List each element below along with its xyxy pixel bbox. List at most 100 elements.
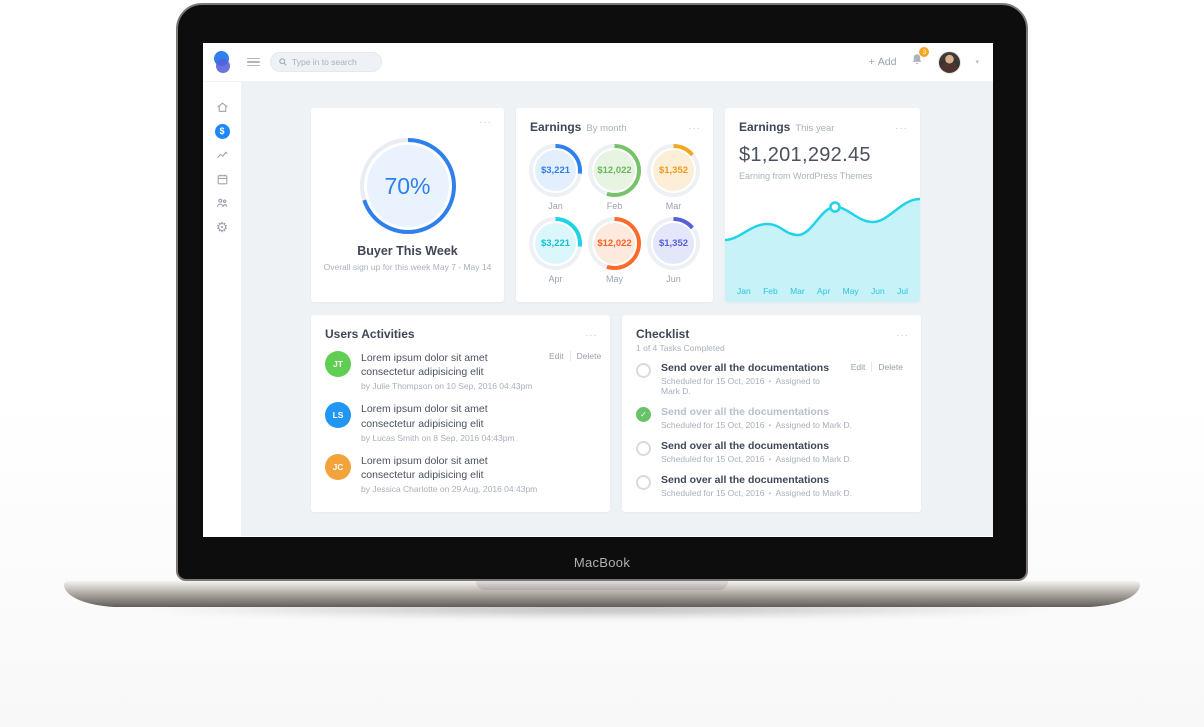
edit-button[interactable]: Edit [549,351,564,361]
card-menu-icon[interactable]: ··· [479,117,492,128]
donut-month-label: Feb [606,201,623,211]
card-menu-icon[interactable]: ··· [585,330,598,341]
axis-label: May [842,286,859,296]
logo-icon [213,50,231,74]
activity-item: JC Lorem ipsum dolor sit amet consectetu… [325,453,598,495]
donut-month-label: Jan [548,201,563,211]
edit-button[interactable]: Edit [850,362,866,372]
app-body: $ ⚙ [203,82,993,536]
donut-value: $12,022 [592,221,637,266]
add-button[interactable]: + Add [869,56,897,68]
buyer-this-week-card: ··· 70% Buyer This Week Overall sign up … [311,108,504,302]
sidebar-item-users[interactable] [214,195,230,211]
macbook-base [64,581,1140,607]
axis-label: Jan [737,286,751,296]
hamburger-menu-icon[interactable] [247,57,260,67]
calendar-icon [217,174,227,184]
task-scheduled: Scheduled for 15 Oct, 2016 [661,420,765,430]
donut-value: $1,352 [651,148,696,193]
item-actions: Edit Delete [845,362,909,372]
checklist-item: ✓ Send over all the documentations Sched… [636,406,909,430]
macbook-bezel: + Add 3 ▾ [176,3,1028,581]
checkbox[interactable] [636,441,651,456]
activity-meta: by Lucas Smith on 8 Sep, 2016 04:43pm [361,432,515,443]
task-title: Send over all the documentations [661,406,830,418]
delete-button[interactable]: Delete [871,362,909,372]
checklist-item: Send over all the documentations Schedul… [636,474,909,498]
donut-month-label: Apr [548,274,563,284]
chevron-down-icon[interactable]: ▾ [975,59,979,66]
activities-list: JT Lorem ipsum dolor sit amet consectetu… [311,341,610,494]
avatar: JT [325,351,351,377]
notifications-button[interactable]: 3 [910,47,930,72]
topbar-actions: + Add 3 ▾ [869,47,979,74]
macbook-brand-label: MacBook [573,555,631,570]
task-scheduled: Scheduled for 15 Oct, 2016 [661,454,765,464]
avatar: JC [325,453,351,480]
sidebar-item-home[interactable] [214,99,230,115]
buyer-donut-chart: 70% [359,138,456,234]
card-menu-icon[interactable]: ··· [688,123,701,134]
checkbox[interactable] [636,475,651,490]
activity-text: Lorem ipsum dolor sit amet consectetur a… [361,352,488,379]
sidebar-item-settings[interactable]: ⚙ [214,219,230,235]
yearly-earnings-amount: $1,201,292.45 [739,144,871,166]
activity-item: JT Lorem ipsum dolor sit amet consectetu… [325,351,601,392]
topbar: + Add 3 ▾ [203,43,993,82]
card-subtitle: This year [795,123,835,134]
sidebar: $ ⚙ [203,82,241,536]
activity-item: LS Lorem ipsum dolor sit amet consectetu… [325,402,598,443]
axis-label: Feb [763,286,778,296]
avatar: LS [325,402,351,429]
app-logo[interactable] [203,50,241,74]
activity-meta: by Julie Thompson on 10 Sep, 2016 04:43p… [361,381,533,392]
check-icon: ✓ [640,410,647,419]
chart-month-axis: Jan Feb Mar Apr May Jun Jul [737,286,908,296]
checklist-progress: 1 of 4 Tasks Completed [636,343,725,353]
checklist-item: Send over all the documentations Schedul… [636,440,909,464]
gear-icon: ⚙ [215,219,229,235]
donut-mar: $1,352 Mar [646,144,701,211]
users-icon [217,198,228,207]
plus-icon: + [868,56,875,68]
chart-marker [829,201,841,213]
user-avatar[interactable] [938,50,962,74]
donut-value: $3,221 [533,148,578,193]
content-area: ··· 70% Buyer This Week Overall sign up … [241,82,993,536]
checklist-items: Send over all the documentations Schedul… [622,353,921,498]
donut-jan: $3,221 Jan [528,144,583,211]
donut-value: $3,221 [533,221,578,266]
checkbox-checked[interactable]: ✓ [636,407,651,422]
axis-label: Apr [817,286,831,296]
earnings-by-month-card: Earnings By month ··· $3,221 Jan [516,108,713,302]
card-title: Users Activities [325,327,415,341]
card-title: Checklist [636,327,690,341]
buyer-percent: 70% [384,172,431,199]
delete-button[interactable]: Delete [569,351,608,361]
sidebar-item-earnings[interactable]: $ [214,123,230,139]
task-title: Send over all the documentations [661,474,830,486]
search-input[interactable] [292,57,373,67]
axis-label: Jun [871,286,885,296]
card-menu-icon[interactable]: ··· [895,123,908,134]
earnings-this-year-card: Earnings This year ··· $1,201,292.45 Ear… [725,108,920,302]
donut-value: $1,352 [651,221,696,266]
activity-meta: by Jessica Charlotte on 29 Aug, 2016 04:… [361,484,538,495]
buyer-card-subtitle: Overall sign up for this week May 7 - Ma… [323,262,492,272]
axis-label: Mar [790,286,805,296]
earnings-line-chart: Jan Feb Mar Apr May Jun Jul [725,190,920,302]
donut-feb: $12,022 Feb [587,144,642,211]
card-menu-icon[interactable]: ··· [896,330,909,341]
task-assigned: Assigned to Mark D. [661,376,820,396]
sidebar-item-calendar[interactable] [214,171,230,187]
yearly-earnings-caption: Earning from WordPress Themes [739,171,873,181]
donut-may: $12,022 May [587,217,642,284]
buyer-card-title: Buyer This Week [357,244,458,258]
task-assigned: Assigned to Mark D. [775,488,853,498]
checkbox[interactable] [636,363,651,378]
add-button-label: Add [877,56,897,68]
notification-badge: 3 [919,47,930,57]
search-box[interactable] [270,52,382,72]
sidebar-item-analytics[interactable] [214,147,230,163]
